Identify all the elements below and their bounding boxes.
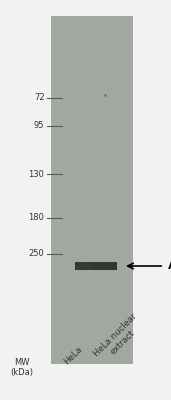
Text: 250: 250 [29, 250, 44, 258]
Text: HeLa nuclear
extract: HeLa nuclear extract [92, 312, 146, 366]
Text: 130: 130 [29, 170, 44, 178]
Text: HeLa: HeLa [62, 344, 84, 366]
Text: 72: 72 [34, 94, 44, 102]
Text: MW
(kDa): MW (kDa) [11, 358, 34, 378]
Bar [75, 262, 117, 270]
Text: ATM: ATM [168, 261, 171, 271]
Bar [75, 262, 91, 270]
Bar [51, 16, 133, 364]
Text: 180: 180 [29, 214, 44, 222]
Text: 95: 95 [34, 122, 44, 130]
